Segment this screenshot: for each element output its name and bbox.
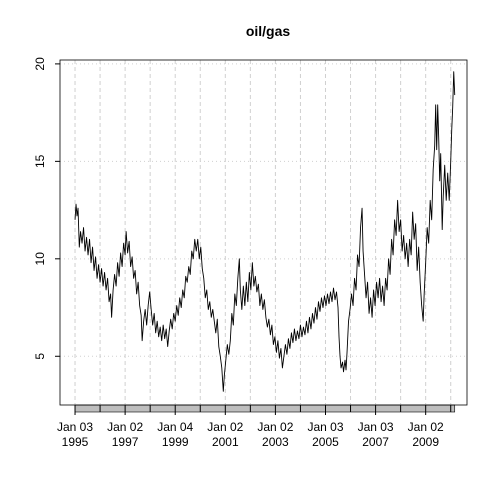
time-bar (74, 404, 456, 413)
y-tick-label: 5 (33, 353, 47, 360)
y-tick-label: 20 (33, 57, 47, 71)
series-line (74, 71, 456, 392)
x-tick-label: Jan 02 2001 (207, 420, 244, 449)
x-tick-label: Jan 03 2005 (307, 420, 344, 449)
y-tick-label: 15 (33, 154, 47, 168)
x-tick-label: Jan 02 1997 (107, 420, 144, 449)
x-tick-label: Jan 02 2003 (257, 420, 294, 449)
plot-frame (59, 59, 468, 406)
x-tick-label: Jan 04 1999 (157, 420, 194, 449)
x-tick-label: Jan 02 2009 (407, 420, 444, 449)
chart-title: oil/gas (246, 23, 291, 39)
x-tick-label: Jan 03 2007 (357, 420, 394, 449)
x-tick-label: Jan 03 1995 (57, 420, 94, 449)
y-tick-label: 10 (33, 252, 47, 266)
